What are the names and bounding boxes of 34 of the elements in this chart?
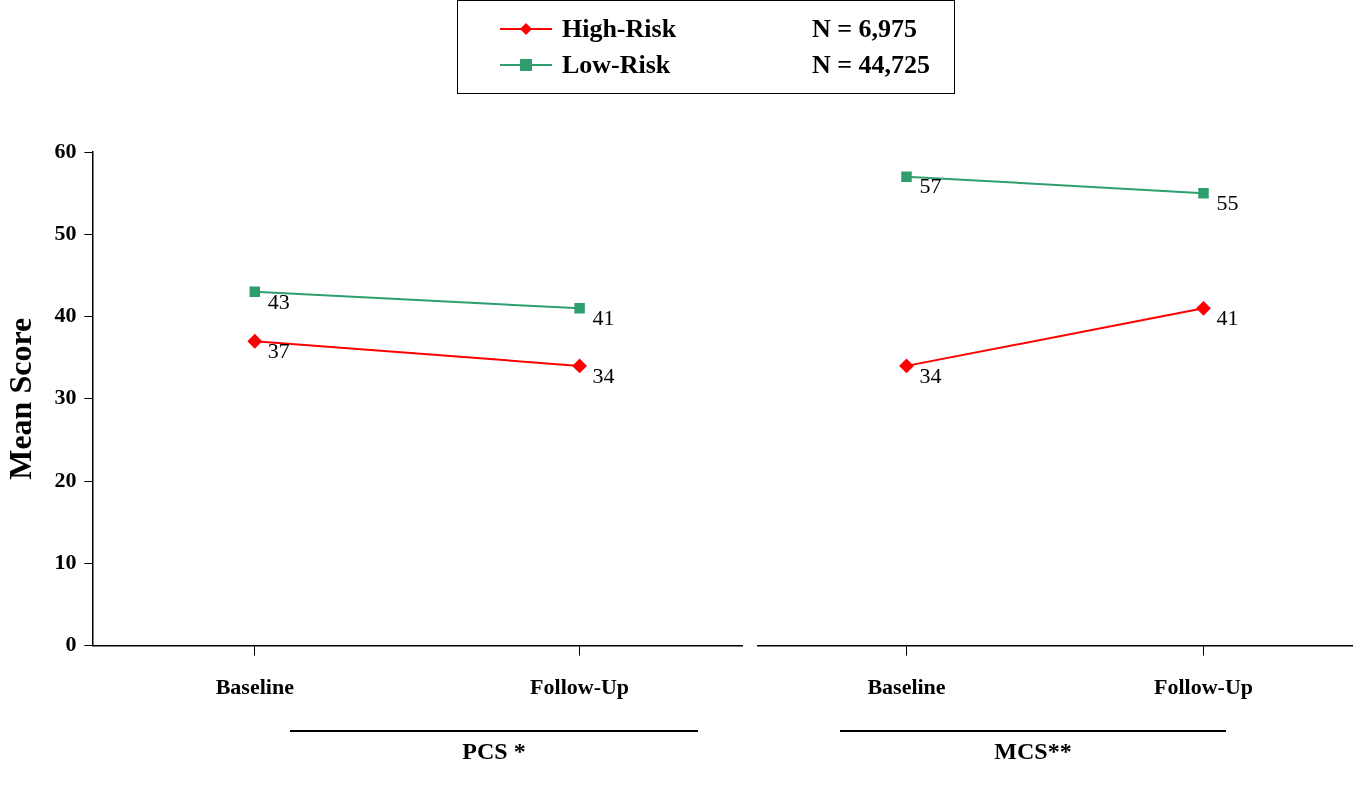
point	[572, 358, 587, 373]
y-tick-label: 20	[54, 466, 77, 492]
data-label: 43	[267, 288, 290, 314]
legend-label: Low-Risk	[561, 50, 672, 80]
point	[249, 286, 261, 298]
x-axis-title: MCS**	[993, 738, 1073, 765]
y-tick-label: 30	[54, 384, 77, 410]
text: N = 44,725	[811, 50, 931, 80]
y-tick-label: 60	[54, 137, 77, 163]
data-label: 41	[592, 305, 615, 331]
y-tick-label: 10	[54, 549, 77, 575]
x-tick-label: Baseline	[215, 674, 295, 700]
x-axis-title: PCS *	[461, 738, 527, 765]
y-axis-title: Mean Score	[2, 317, 39, 480]
point	[247, 334, 262, 349]
x-tick-label: Follow-Up	[1154, 674, 1253, 700]
data-label: 57	[919, 173, 942, 199]
y-tick-label: 0	[65, 631, 77, 657]
data-label: 34	[919, 362, 942, 388]
data-label: 34	[592, 362, 615, 388]
point	[1198, 187, 1209, 199]
x-tick-label: Baseline	[867, 674, 946, 700]
data-label: 55	[1216, 189, 1239, 215]
x-tick-label: Follow-Up	[530, 674, 630, 700]
point	[574, 303, 585, 314]
data-label: 41	[1216, 305, 1239, 331]
point	[1196, 301, 1211, 316]
text: N = 6,975	[811, 14, 918, 44]
legend-label: High-Risk	[561, 14, 678, 44]
point	[899, 358, 914, 373]
y-tick-label: 50	[54, 219, 77, 245]
data-label: 37	[267, 337, 290, 363]
point	[901, 171, 912, 182]
y-tick-label: 40	[54, 302, 77, 328]
